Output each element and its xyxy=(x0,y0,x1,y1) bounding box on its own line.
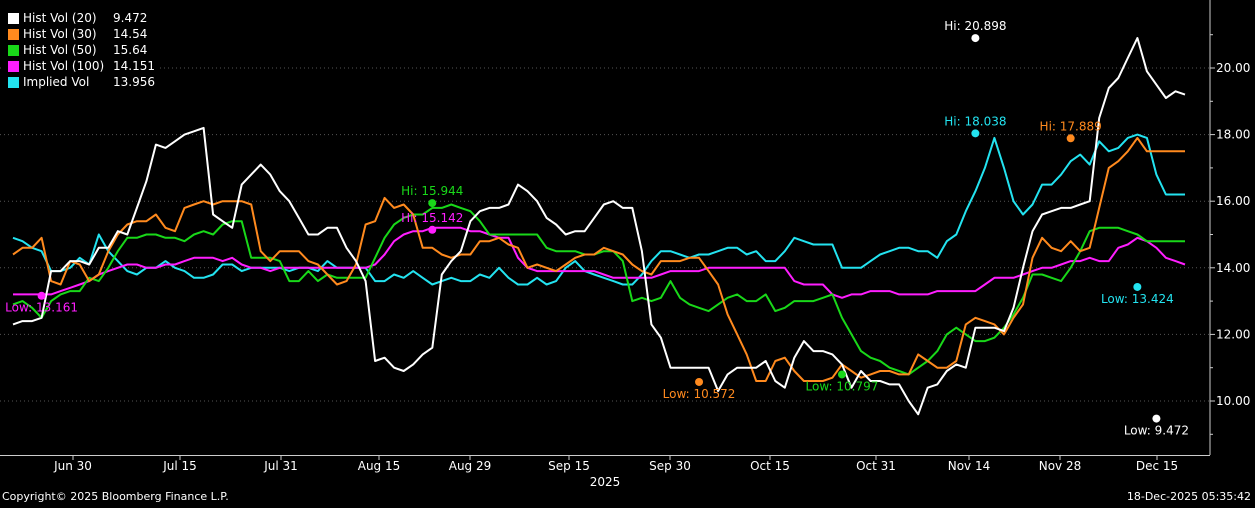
annotation-label: Hi: 15.142 xyxy=(401,211,463,225)
annotation-label: Hi: 18.038 xyxy=(944,114,1006,128)
legend-series-name: Implied Vol xyxy=(23,75,90,89)
timestamp-text: 18-Dec-2025 05:35:42 xyxy=(1126,490,1251,503)
x-tick-label: Sep 30 xyxy=(649,459,691,473)
legend-series-name: Hist Vol (100) xyxy=(23,59,105,73)
axes: 10.00 12.00 14.00 16.00 18.00 20.00 Jun 30 Jul … xyxy=(0,0,1250,489)
series-line xyxy=(13,226,1186,299)
y-tick-label: 18.00 xyxy=(1216,128,1250,142)
annotation-marker xyxy=(428,225,437,234)
x-tick-label: Dec 15 xyxy=(1136,459,1178,473)
legend-series-value: 14.54 xyxy=(113,27,148,41)
legend-swatch xyxy=(8,28,19,40)
annotation-marker xyxy=(1152,414,1161,423)
y-tick-label: 12.00 xyxy=(1216,327,1250,341)
x-tick-label: Nov 14 xyxy=(948,459,991,473)
x-tick-label: Jul 31 xyxy=(263,459,298,473)
annotation-marker xyxy=(837,370,846,379)
series-line xyxy=(12,136,1185,382)
x-tick-label: Oct 31 xyxy=(856,459,896,473)
y-tick-label: 16.00 xyxy=(1216,194,1250,208)
legend-swatch xyxy=(8,60,19,72)
legend-series-name: Hist Vol (50) xyxy=(23,43,97,57)
series-line xyxy=(12,37,1186,416)
annotation-marker xyxy=(428,199,437,208)
x-axis-label: 2025 xyxy=(590,475,621,489)
x-tick-label: Oct 15 xyxy=(750,459,790,473)
annotation-marker xyxy=(971,34,980,43)
legend-item: Implied Vol 13.956 xyxy=(8,74,155,90)
grid-lines xyxy=(0,67,1210,402)
annotation-marker xyxy=(971,129,980,138)
annotation-marker xyxy=(1066,134,1075,143)
copyright-text: Copyright© 2025 Bloomberg Finance L.P. xyxy=(2,490,229,503)
annotation-label: Hi: 20.898 xyxy=(944,19,1006,33)
legend-swatch xyxy=(8,76,19,88)
annotation-label: Low: 13.161 xyxy=(5,301,78,315)
legend-series-value: 14.151 xyxy=(113,59,155,73)
x-tick-label: Jul 15 xyxy=(162,459,197,473)
legend-series-name: Hist Vol (30) xyxy=(23,27,97,41)
legend-swatch xyxy=(8,44,19,56)
annotation-marker xyxy=(1133,282,1142,291)
legend-item: Hist Vol (100) 14.151 xyxy=(8,58,155,74)
annotation-marker xyxy=(37,291,46,300)
legend-swatch xyxy=(8,12,19,24)
annotation-label: Low: 13.424 xyxy=(1101,292,1174,306)
legend-series-value: 13.956 xyxy=(113,75,155,89)
annotation-marker xyxy=(695,377,704,386)
legend-item: Hist Vol (50) 15.64 xyxy=(8,42,155,58)
x-tick-label: Sep 15 xyxy=(548,459,590,473)
x-tick-label: Jun 30 xyxy=(53,459,92,473)
legend-series-name: Hist Vol (20) xyxy=(23,11,97,25)
series-lines xyxy=(12,37,1186,416)
y-tick-label: 20.00 xyxy=(1216,61,1250,75)
annotation-label: Hi: 15.944 xyxy=(401,184,463,198)
legend-item: Hist Vol (30) 14.54 xyxy=(8,26,155,42)
annotation-label: Hi: 17.889 xyxy=(1040,119,1102,133)
y-tick-label: 10.00 xyxy=(1216,394,1250,408)
series-line xyxy=(12,203,1185,376)
legend-series-value: 9.472 xyxy=(113,11,148,25)
legend-item: Hist Vol (20) 9.472 xyxy=(8,10,155,26)
legend: Hist Vol (20) 9.472 Hist Vol (30) 14.54 Hist… xyxy=(4,8,159,92)
annotation-label: Low: 10.797 xyxy=(806,379,879,393)
x-tick-label: Aug 15 xyxy=(358,459,401,473)
y-tick-label: 14.00 xyxy=(1216,261,1250,275)
legend-series-value: 15.64 xyxy=(113,43,148,57)
annotation-label: Low: 10.572 xyxy=(663,387,736,401)
x-tick-label: Nov 28 xyxy=(1039,459,1082,473)
x-tick-label: Aug 29 xyxy=(449,459,492,473)
series-line xyxy=(12,133,1185,286)
annotation-label: Low: 9.472 xyxy=(1124,424,1189,438)
annotations: Hi: 20.898 Low: 9.472 Hi: 17.889 Low: 10.57… xyxy=(5,19,1189,437)
